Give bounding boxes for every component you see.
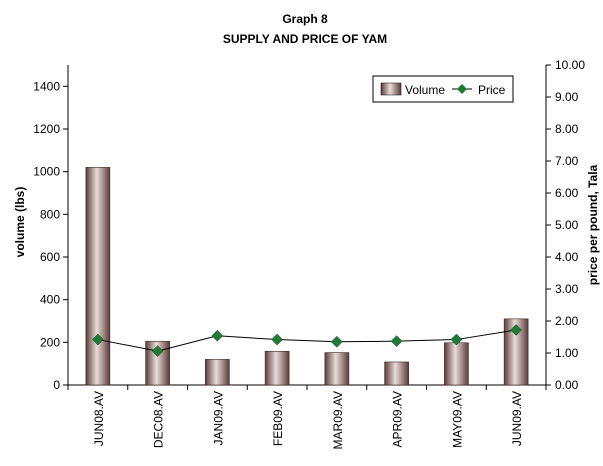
x-tick-label: APR09.AV xyxy=(391,391,405,447)
legend-price-label: Price xyxy=(478,83,506,97)
y2-tick-label: 8.00 xyxy=(555,122,579,136)
y2-tick-label: 4.00 xyxy=(555,250,579,264)
volume-bar xyxy=(444,343,468,385)
price-point xyxy=(331,336,342,347)
legend: Volume Price xyxy=(373,76,513,102)
y-tick-label: 1200 xyxy=(33,122,60,136)
y2-tick-label: 10.00 xyxy=(555,58,585,72)
legend-volume-swatch xyxy=(381,83,401,95)
volume-bar xyxy=(325,353,349,385)
legend-volume-label: Volume xyxy=(405,83,445,97)
y-tick-label: 600 xyxy=(40,250,60,264)
y-axis-label: volume (lbs) xyxy=(13,187,27,258)
y2-tick-label: 3.00 xyxy=(555,282,579,296)
chart-subtitle: SUPPLY AND PRICE OF YAM xyxy=(223,32,387,46)
x-tick-label: FEB09.AV xyxy=(271,391,285,446)
y-tick-label: 800 xyxy=(40,207,60,221)
y-tick-label: 200 xyxy=(40,335,60,349)
y-tick-label: 1400 xyxy=(33,79,60,93)
y-tick-label: 1000 xyxy=(33,165,60,179)
y2-tick-label: 6.00 xyxy=(555,186,579,200)
price-point xyxy=(272,334,283,345)
y2-tick-label: 5.00 xyxy=(555,218,579,232)
chart-title: Graph 8 xyxy=(282,12,328,26)
y2-axis-label: price per pound, Tala xyxy=(586,164,600,285)
volume-bar xyxy=(385,362,409,385)
x-tick-label: MAR09.AV xyxy=(331,391,345,449)
y2-tick-label: 1.00 xyxy=(555,346,579,360)
x-tick-label: JAN09.AV xyxy=(211,391,225,445)
x-tick-label: DEC08.AV xyxy=(152,391,166,448)
price-point xyxy=(391,336,402,347)
price-point xyxy=(212,330,223,341)
volume-bar xyxy=(265,351,289,385)
plot-area: 0 200 400 600 800 1000 1200 1400 0.00 1.00 2.00 3.0… xyxy=(33,58,585,449)
x-tick-label: MAY09.AV xyxy=(450,391,464,448)
y2-tick-label: 0.00 xyxy=(555,378,579,392)
y2-tick-label: 2.00 xyxy=(555,314,579,328)
volume-bar xyxy=(205,359,229,385)
x-tick-label: JUN08.AV xyxy=(92,391,106,446)
y2-tick-label: 7.00 xyxy=(555,154,579,168)
x-tick-label: JUN09.AV xyxy=(510,391,524,446)
y-tick-label: 400 xyxy=(40,293,60,307)
volume-bar xyxy=(86,167,110,385)
y-tick-label: 0 xyxy=(53,378,60,392)
y2-tick-label: 9.00 xyxy=(555,90,579,104)
